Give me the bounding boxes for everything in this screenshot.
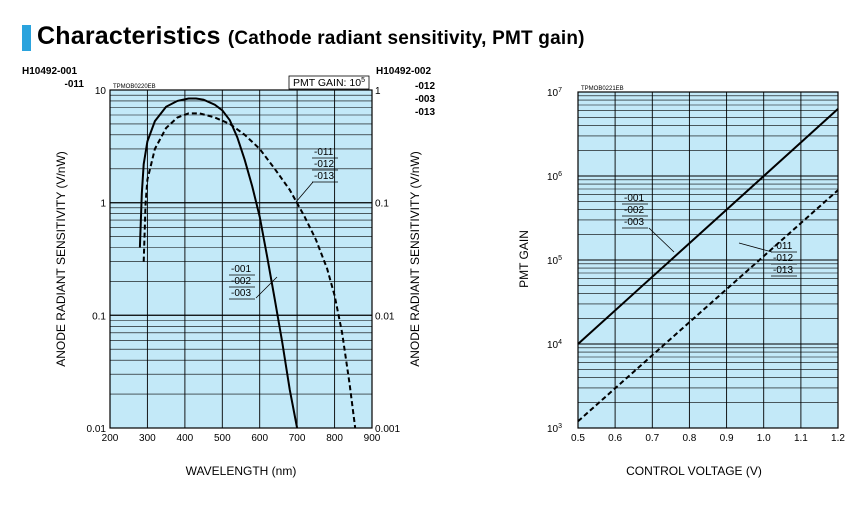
x-tick-label: 1.0 <box>757 433 771 444</box>
x-tick-label: 200 <box>102 433 119 444</box>
dashed-series-label: -013 <box>314 171 334 182</box>
x-axis-label: WAVELENGTH (nm) <box>186 464 297 478</box>
x-tick-label: 0.9 <box>720 433 734 444</box>
gain-label: PMT GAIN: 105 <box>293 77 365 89</box>
y-tick-exponent: 5 <box>558 255 562 262</box>
y-tick-label: 105 <box>547 255 562 267</box>
page-title: Characteristics (Cathode radiant sensiti… <box>37 22 585 51</box>
dashed-series-leader <box>295 181 314 203</box>
dashed-series-label: -011 <box>314 147 334 158</box>
title-accent-bar <box>22 25 31 51</box>
x-tick-label: 1.2 <box>831 433 845 444</box>
plot-background <box>110 90 372 428</box>
solid-series-label: -001 <box>231 264 251 275</box>
y-tick-label-left: 0.1 <box>92 311 106 322</box>
y-tick-exponent: 6 <box>558 171 562 178</box>
model-right: H10492-002 <box>376 66 431 77</box>
x-tick-label: 500 <box>214 433 231 444</box>
solid-series-label: -003 <box>624 217 644 228</box>
x-tick-label: 0.7 <box>645 433 659 444</box>
model-right-variant: -003 <box>415 94 435 105</box>
x-tick-label: 400 <box>177 433 194 444</box>
y-tick-label-right: 0.01 <box>375 311 395 322</box>
y-tick-exponent: 4 <box>558 339 562 346</box>
y-axis-label-left: ANODE RADIANT SENSITIVITY (V/nW) <box>54 151 68 367</box>
y-tick-label-right: 0.001 <box>375 424 400 435</box>
figure-code: TPMOB0221EB <box>581 86 624 92</box>
x-tick-label: 300 <box>139 433 156 444</box>
y-tick-label: 107 <box>547 87 562 99</box>
y-tick-label: 103 <box>547 423 562 435</box>
y-axis-label-right: ANODE RADIANT SENSITIVITY (V/nW) <box>408 151 422 367</box>
y-axis-label: PMT GAIN <box>517 230 531 288</box>
model-right-variant: -012 <box>415 81 435 92</box>
model-left: H10492-001 <box>22 66 77 77</box>
solid-series-label: -003 <box>231 288 251 299</box>
dashed-series-label: -013 <box>773 265 793 276</box>
plot-frame <box>109 89 373 429</box>
solid-series-label: -001 <box>624 193 644 204</box>
x-tick-label: 800 <box>326 433 343 444</box>
series-line-solid <box>577 108 839 345</box>
sensitivity-chart: 200 300 400 500 600 700 800 900 0.01 0.1 1 10 0.001 0… <box>22 66 435 478</box>
solid-series-leader <box>648 227 675 253</box>
solid-series-leader <box>255 276 278 299</box>
y-tick-exponent: 3 <box>558 423 562 430</box>
title-text: Characteristics <box>37 22 221 50</box>
figure-code: TPMOB0220EB <box>113 84 156 90</box>
plot-frame <box>577 91 839 429</box>
y-tick-exponent: 7 <box>558 87 562 94</box>
solid-series-label: -002 <box>231 276 251 287</box>
y-tick-label-left: 1 <box>100 199 106 210</box>
model-right-variant: -013 <box>415 107 435 118</box>
dashed-series-label: -012 <box>314 159 334 170</box>
x-tick-label: 0.6 <box>608 433 622 444</box>
x-tick-label: 1.1 <box>794 433 808 444</box>
y-tick-label: 106 <box>547 171 562 183</box>
series-line-dashed <box>577 189 839 423</box>
solid-series-label: -002 <box>624 205 644 216</box>
series-line-dashed <box>142 112 357 429</box>
y-tick-label-right: 1 <box>375 86 381 97</box>
series-line-solid <box>138 97 299 429</box>
x-tick-label: 0.5 <box>571 433 585 444</box>
y-tick-label-left: 10 <box>95 86 107 97</box>
y-tick-label: 104 <box>547 339 562 351</box>
model-left-variant: -011 <box>65 79 85 90</box>
dashed-series-label: -011 <box>773 241 793 252</box>
x-tick-label: 900 <box>364 433 381 444</box>
x-tick-label: 700 <box>289 433 306 444</box>
gain-label-exponent: 5 <box>361 77 365 84</box>
y-tick-label-left: 0.01 <box>87 424 107 435</box>
dashed-series-leader <box>738 242 773 253</box>
gain-label-box <box>288 75 370 90</box>
page-subtitle: (Cathode radiant sensitivity, PMT gain) <box>227 28 585 49</box>
y-tick-label-right: 0.1 <box>375 199 389 210</box>
x-axis-label: CONTROL VOLTAGE (V) <box>626 464 762 478</box>
x-tick-label: 0.8 <box>682 433 696 444</box>
dashed-series-label: -012 <box>773 253 793 264</box>
x-tick-label: 600 <box>251 433 268 444</box>
gain-chart: 0.5 0.6 0.7 0.8 0.9 1.0 1.1 1.2 103 104 105 106 107 T… <box>517 86 845 478</box>
